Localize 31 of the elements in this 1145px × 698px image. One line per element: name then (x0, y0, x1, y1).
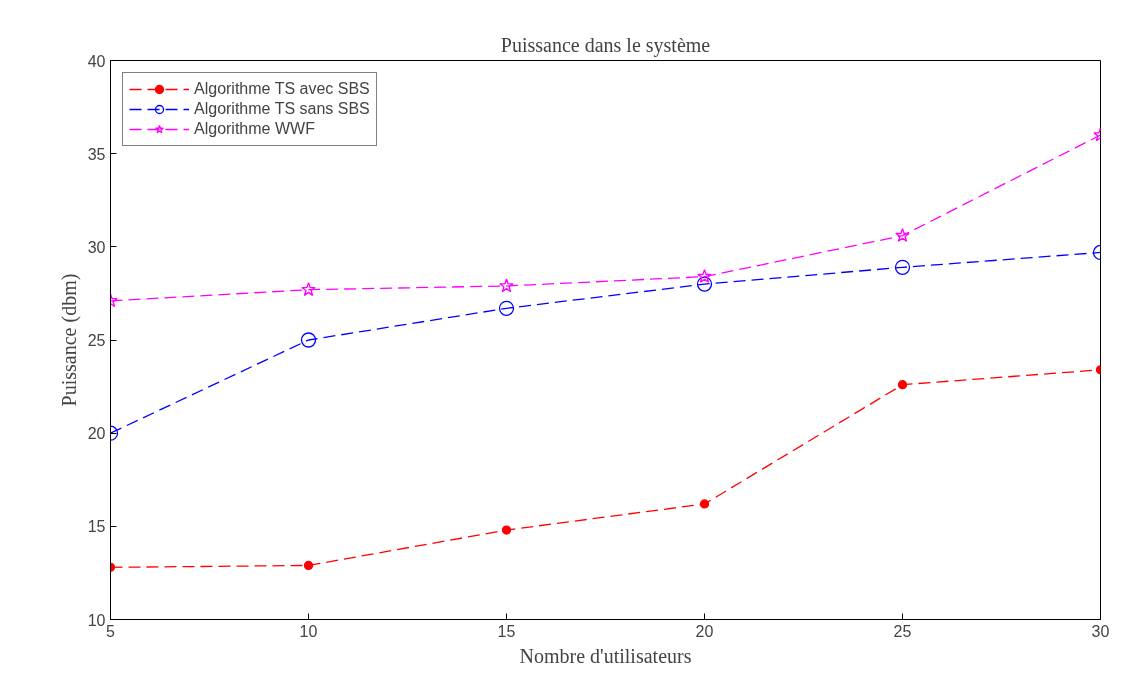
x-tick-label: 15 (497, 622, 516, 640)
point (498, 300, 515, 316)
point (501, 525, 512, 535)
legend-label: Algorithme TS sans SBS (194, 100, 370, 118)
x-tick-label: 5 (106, 622, 116, 640)
point (303, 560, 314, 571)
y-tick-label: 25 (87, 332, 106, 349)
point (897, 380, 908, 390)
legend-label: Algorithme TS avec SBS (194, 80, 370, 98)
point (300, 332, 317, 348)
x-tick-label: 25 (893, 622, 912, 640)
point (301, 282, 316, 296)
y-axis-title: Puissance (dbm) (57, 273, 81, 407)
x-tick-label: 20 (695, 622, 714, 640)
x-axis-title: Nombre d'utilisateurs (519, 644, 692, 667)
point (699, 499, 710, 509)
point (895, 228, 910, 242)
legend-label: Algorithme WWF (194, 120, 315, 138)
x-tick-label: 30 (1091, 622, 1110, 640)
point (894, 259, 911, 275)
y-tick-label: 15 (87, 518, 106, 536)
chart-title: Puissance dans le système (500, 33, 711, 57)
y-tick-label: 30 (87, 238, 106, 256)
y-tick-label: 10 (87, 611, 106, 629)
point (697, 269, 712, 283)
point (499, 278, 514, 293)
x-tick-label: 10 (299, 622, 318, 640)
y-tick-label: 20 (87, 425, 106, 443)
y-tick-label: 40 (87, 52, 106, 70)
y-tick-label: 35 (87, 145, 106, 163)
point (696, 276, 713, 292)
